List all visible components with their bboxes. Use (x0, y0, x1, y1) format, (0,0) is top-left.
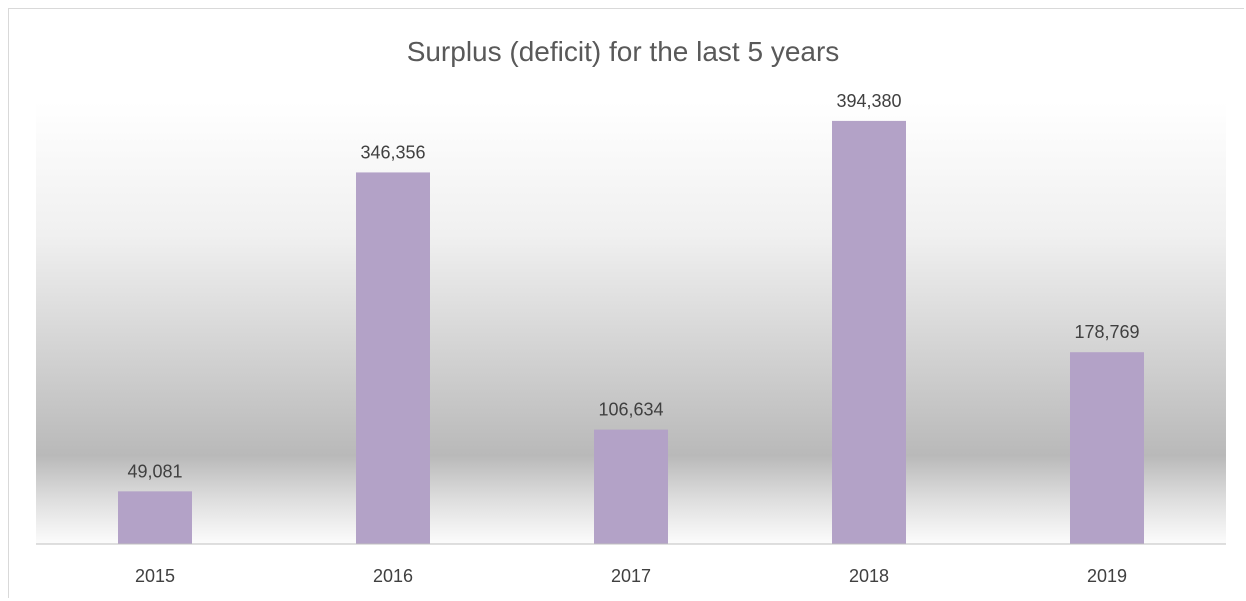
bar-2019 (1070, 352, 1144, 544)
data-label-2019: 178,769 (1074, 322, 1139, 342)
data-label-2018: 394,380 (836, 91, 901, 111)
bar-2016 (356, 172, 430, 545)
x-tick-label-2016: 2016 (373, 566, 413, 586)
data-label-2015: 49,081 (127, 461, 182, 481)
x-tick-label-2018: 2018 (849, 566, 889, 586)
data-label-2017: 106,634 (598, 400, 663, 420)
x-tick-label-2015: 2015 (135, 566, 175, 586)
x-tick-label-2017: 2017 (611, 566, 651, 586)
bar-2015 (118, 491, 192, 544)
data-label-2016: 346,356 (360, 142, 425, 162)
x-tick-label-2019: 2019 (1087, 566, 1127, 586)
chart-title: Surplus (deficit) for the last 5 years (406, 36, 840, 67)
bar-2017 (594, 429, 668, 544)
bar-2018 (832, 120, 906, 544)
